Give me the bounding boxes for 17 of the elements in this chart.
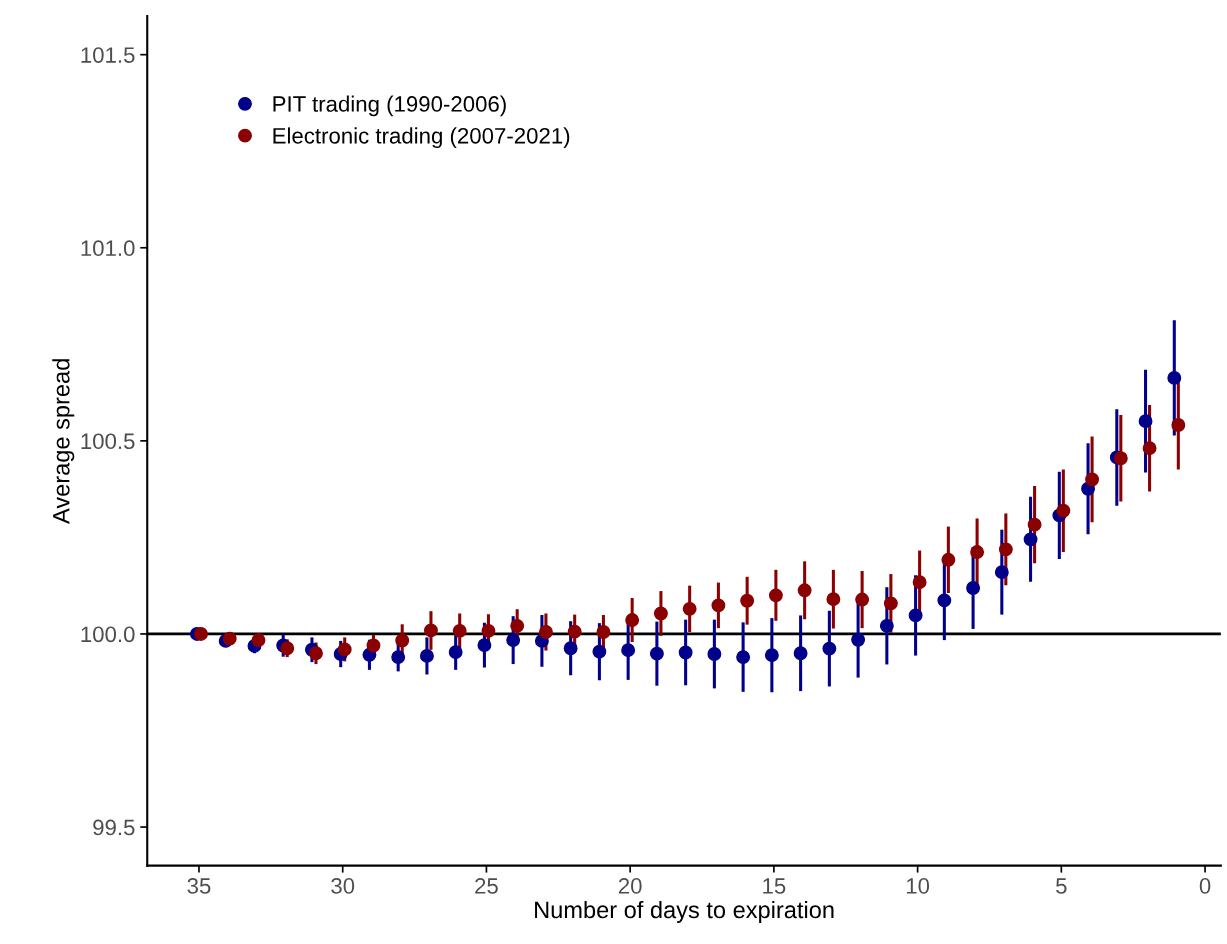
y-tick-label: 101.5 bbox=[81, 47, 135, 63]
legend-label: Electronic trading (2007-2021) bbox=[273, 127, 570, 149]
y-tick-label: 101.0 bbox=[81, 240, 135, 257]
x-tick-label: 5 bbox=[1056, 878, 1067, 894]
y-axis-title: Average spread bbox=[52, 359, 75, 524]
x-tick-label: 0 bbox=[1199, 878, 1211, 894]
x-tick-label: 25 bbox=[475, 878, 498, 894]
y-tick-label: 100.0 bbox=[81, 626, 135, 643]
x-tick-label: 35 bbox=[187, 878, 211, 894]
x-tick-label: 20 bbox=[618, 878, 642, 894]
x-tick-label: 10 bbox=[906, 878, 930, 894]
y-tick-label: 99.5 bbox=[93, 819, 135, 836]
legend-label: PIT trading (1990-2006) bbox=[273, 95, 506, 117]
x-tick-label: 15 bbox=[763, 878, 786, 894]
x-tick-label: 30 bbox=[331, 878, 355, 894]
y-tick-label: 100.5 bbox=[81, 433, 135, 450]
x-axis-title: Number of days to expiration bbox=[535, 900, 834, 923]
